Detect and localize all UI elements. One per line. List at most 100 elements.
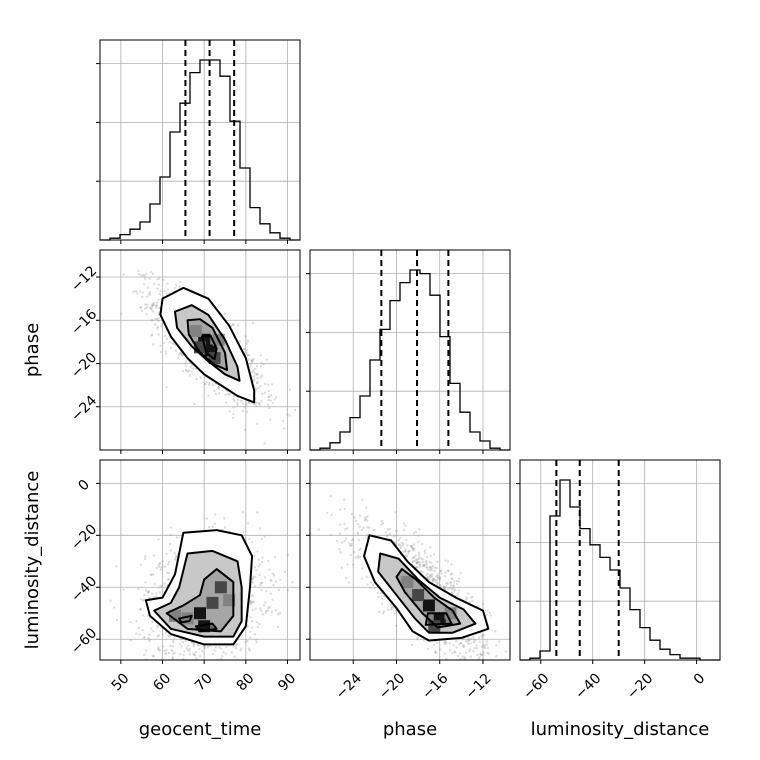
panel-phase-vs-luminosity-distance-point-1166 (445, 581, 448, 585)
panel-geocent-time-vs-phase-point-443 (256, 422, 259, 426)
panel-geocent-time-vs-luminosity-distance-point-1271 (263, 535, 266, 539)
panel-geocent-time-vs-luminosity-distance-point-228 (223, 663, 225, 665)
panel-geocent-time-vs-phase-point-845 (232, 412, 235, 415)
panel-geocent-time-vs-phase-point-556 (260, 400, 263, 403)
panel-geocent-time-vs-luminosity-distance-point-1374 (158, 565, 161, 568)
panel-geocent-time-vs-luminosity-distance-point-656 (233, 655, 236, 658)
panel-phase-vs-luminosity-distance-point-1186 (431, 580, 434, 583)
panel-geocent-time-vs-phase-point-1173 (151, 343, 155, 346)
panel-geocent-time-vs-luminosity-distance-point-513 (190, 641, 194, 644)
panel-phase-vs-luminosity-distance-point-303 (455, 663, 457, 665)
panel-geocent-time-vs-luminosity-distance-point-991 (163, 649, 166, 653)
panel-geocent-time-vs-phase-point-1128 (191, 367, 195, 370)
panel-geocent-time-vs-luminosity-distance-point-783 (168, 635, 171, 638)
panel-phase-vs-luminosity-distance-point-1385 (348, 542, 351, 545)
panel-phase-vs-luminosity-distance-point-561 (417, 558, 420, 561)
panel-phase-vs-luminosity-distance-point-1027 (415, 558, 418, 561)
panel-geocent-time-vs-luminosity-distance-point-1375 (129, 639, 133, 642)
panel-phase-vs-luminosity-distance-point-725 (486, 609, 489, 612)
panel-phase-vs-luminosity-distance-point-917 (416, 561, 419, 564)
panel-phase-vs-luminosity-distance-point-708 (408, 549, 411, 553)
panel-phase-vs-luminosity-distance-point-607 (475, 644, 478, 647)
panel-geocent-time-vs-luminosity-distance-point-539 (155, 595, 158, 598)
panel-geocent-time-vs-luminosity-distance-point-200 (156, 624, 159, 628)
panel-phase-vs-luminosity-distance-point-1439 (415, 561, 418, 565)
panel-geocent-time-vs-luminosity-distance-point-1135 (142, 614, 145, 617)
panel-geocent-time-vs-phase-frame (99, 249, 301, 451)
panel-geocent-time-vs-luminosity-distance-density-bin-5 (169, 609, 181, 622)
panel-geocent-time-vs-phase-point-1474 (141, 291, 144, 294)
panel-geocent-time-vs-luminosity-distance-point-723 (265, 589, 268, 593)
panel-geocent-time-vs-phase-point-1306 (204, 382, 207, 385)
panel-phase-vs-luminosity-distance-point-717 (370, 581, 373, 584)
panel-geocent-time-vs-luminosity-distance-point-1192 (257, 558, 260, 561)
panel-phase-vs-luminosity-distance-point-481 (483, 646, 487, 650)
panel-geocent-time-vs-phase-point-482 (254, 388, 258, 392)
panel-phase-vs-luminosity-distance-point-721 (478, 640, 481, 644)
panel-geocent-time-vs-luminosity-distance-point-367 (255, 568, 258, 572)
panel-geocent-time-vs-phase-point-289 (138, 290, 142, 293)
panel-geocent-time-vs-luminosity-distance-point-487 (248, 537, 251, 541)
panel-geocent-time-vs-phase-point-566 (150, 333, 154, 337)
panel-geocent-time-vs-phase-point-420 (184, 369, 188, 372)
panel-phase-vs-luminosity-distance-point-187 (442, 586, 445, 589)
panel-geocent-time-vs-phase-point-1319 (259, 364, 263, 368)
panel-phase-vs-luminosity-distance-point-1369 (352, 563, 355, 566)
panel-phase-vs-luminosity-distance-point-17 (349, 553, 353, 557)
panel-phase-vs-luminosity-distance-point-800 (381, 597, 384, 601)
panel-geocent-time-vs-luminosity-distance-point-147 (155, 566, 159, 570)
panel-phase-vs-luminosity-distance-point-587 (413, 548, 416, 551)
panel-phase-vs-luminosity-distance-point-1099 (410, 544, 413, 548)
panel-geocent-time-vs-phase-point-23 (157, 298, 160, 302)
panel-phase-vs-luminosity-distance-point-1103 (368, 586, 372, 590)
panel-geocent-time-vs-luminosity-distance-point-1005 (167, 578, 171, 581)
panel-phase-vs-luminosity-distance-point-250 (447, 665, 449, 667)
panel-geocent-time-vs-phase-point-1356 (153, 323, 157, 326)
panel-geocent-time-vs-phase-point-647 (150, 270, 153, 274)
panel-geocent-time-vs-luminosity-distance-point-1088 (261, 556, 264, 559)
panel-geocent-time-vs-luminosity-distance-point-1034 (171, 652, 175, 656)
panel-phase-vs-luminosity-distance-point-1149 (425, 566, 428, 569)
panel-geocent-time-vs-luminosity-distance-point-321 (249, 601, 252, 604)
panel-geocent-time-vs-phase-point-1164 (151, 310, 155, 313)
panel-phase-vs-luminosity-distance-point-1479 (457, 577, 461, 580)
panel-geocent-time-vs-phase-point-893 (251, 322, 255, 325)
panel-geocent-time-vs-phase-point-1184 (245, 342, 249, 345)
panel-geocent-time-vs-phase-point-1467 (274, 396, 278, 399)
panel-geocent-time-vs-luminosity-distance-point-1421 (115, 565, 118, 568)
panel-geocent-time-vs-luminosity-distance-point-933 (148, 633, 151, 636)
panel-geocent-time-vs-phase-point-806 (241, 402, 244, 405)
panel-phase-vs-luminosity-distance-point-1153 (340, 566, 343, 569)
panel-geocent-time-vs-luminosity-distance-point-1211 (139, 607, 142, 611)
panel-phase-vs-luminosity-distance-point-592 (359, 555, 362, 559)
panel-geocent-time-vs-luminosity-distance-point-795 (143, 653, 146, 657)
panel-geocent-time-vs-luminosity-distance-content (109, 511, 294, 676)
panel-phase-vs-luminosity-distance-point-408 (455, 646, 458, 649)
panel-phase-vs-luminosity-distance-point-1462 (388, 527, 392, 531)
panel-phase-vs-luminosity-distance-point-1001 (404, 524, 407, 527)
panel-geocent-time-vs-luminosity-distance-point-754 (234, 646, 238, 650)
panel-geocent-time-vs-phase-point-445 (250, 360, 253, 363)
panel-geocent-time-vs-luminosity-distance-point-345 (144, 589, 148, 592)
panel-geocent-time-vs-luminosity-distance-contour-2 (165, 568, 235, 633)
panel-phase-vs-luminosity-distance-point-688 (398, 543, 402, 547)
hist-geocent-time-frame (99, 39, 301, 241)
panel-phase-vs-luminosity-distance-point-859 (457, 589, 461, 592)
panel-geocent-time-vs-phase-point-1178 (217, 392, 221, 395)
panel-geocent-time-vs-luminosity-distance-point-1114 (211, 652, 215, 656)
panel-phase-vs-luminosity-distance-point-916 (515, 652, 517, 654)
panel-geocent-time-vs-luminosity-distance-point-245 (163, 582, 166, 585)
panel-geocent-time-vs-luminosity-distance-point-970 (180, 645, 183, 648)
panel-geocent-time-vs-luminosity-distance-point-1366 (194, 650, 198, 654)
panel-phase-vs-luminosity-distance-point-399 (438, 576, 442, 580)
panel-geocent-time-vs-luminosity-distance-point-689 (135, 620, 138, 623)
panel-phase-vs-luminosity-distance-point-267 (386, 528, 390, 531)
panel-geocent-time-vs-luminosity-distance-point-817 (185, 674, 187, 676)
panel-geocent-time-vs-phase-contour-3 (201, 334, 218, 361)
panel-geocent-time-vs-phase-point-1186 (217, 386, 220, 389)
panel-geocent-time-vs-luminosity-distance-point-1489 (164, 652, 168, 655)
panel-geocent-time-vs-luminosity-distance-point-641 (149, 573, 153, 577)
panel-phase-vs-luminosity-distance-point-102 (394, 609, 397, 612)
panel-phase-vs-luminosity-distance-point-1337 (428, 566, 431, 569)
panel-geocent-time-vs-phase-point-781 (230, 324, 233, 328)
